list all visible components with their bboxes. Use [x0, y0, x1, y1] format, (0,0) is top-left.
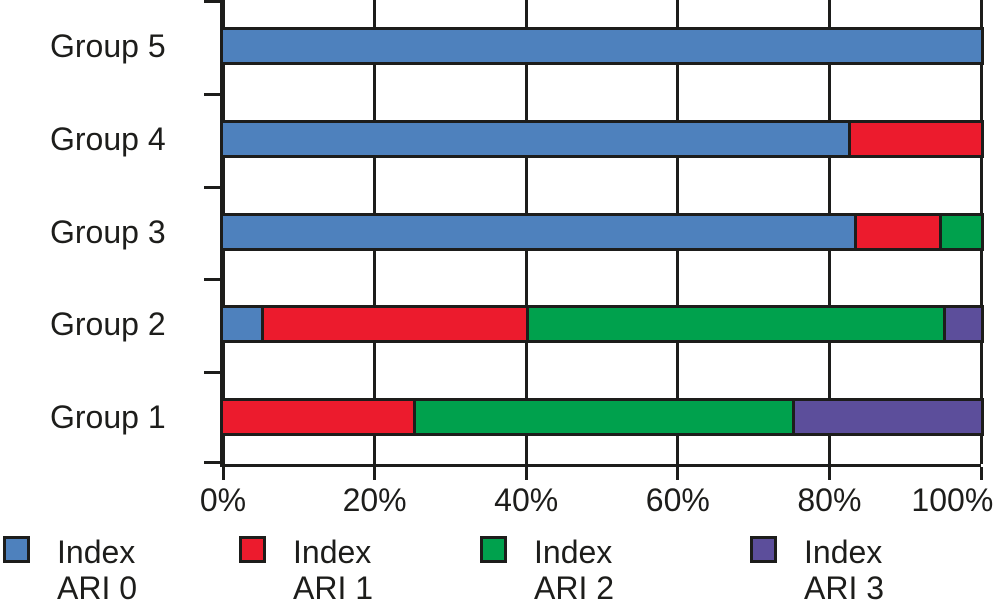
y-axis-tick	[204, 278, 220, 282]
bar-segment-index-ari-1	[260, 308, 527, 341]
y-axis-tick	[204, 371, 220, 375]
bar-row-group-4	[220, 93, 984, 186]
legend-item-ari-1: Index ARI 1	[239, 534, 373, 600]
y-axis-tick	[204, 0, 220, 3]
x-axis-tick-100%	[979, 467, 983, 480]
group-label-group-4: Group 4	[50, 120, 166, 157]
y-axis-tick	[204, 461, 220, 464]
legend-label-line2: ARI 2	[534, 570, 615, 600]
legend-swatch-index-ari-1-icon	[239, 536, 266, 563]
x-axis-tick-20%	[373, 467, 377, 480]
stacked-bar-group-1	[220, 398, 984, 437]
bar-segment-index-ari-0	[223, 122, 848, 155]
bar-row-group-5	[220, 0, 984, 93]
legend-label: Index ARI 1	[293, 534, 373, 600]
bar-segment-index-ari-0	[223, 30, 981, 62]
stacked-bar-group-4	[220, 119, 984, 158]
x-axis-tick-0%	[221, 467, 225, 480]
bar-segment-index-ari-0	[223, 215, 855, 248]
x-tick-label: 60%	[645, 482, 710, 518]
y-axis-tick	[204, 185, 220, 189]
legend-item-ari-2: Index ARI 2	[480, 534, 614, 600]
group-label-group-3: Group 3	[50, 213, 166, 250]
x-axis-tick-40%	[524, 467, 528, 480]
group-label-group-5: Group 5	[50, 28, 166, 64]
bar-row-group-3	[220, 186, 984, 279]
legend-label: Index ARI 2	[534, 534, 614, 600]
legend-item-ari-3: Index ARI 3	[750, 534, 884, 600]
x-tick-label: 20%	[342, 482, 407, 518]
bar-row-group-2	[220, 278, 984, 371]
bar-segment-index-ari-2	[526, 308, 944, 341]
legend-swatch-index-ari-2-icon	[480, 536, 507, 563]
legend-label-line2: ARI 3	[804, 570, 885, 600]
x-axis-tick-60%	[676, 467, 680, 480]
legend-swatch-index-ari-3-icon	[750, 536, 777, 563]
y-axis-tick	[204, 92, 220, 96]
bar-segment-index-ari-3	[791, 401, 981, 434]
x-tick-label: 40%	[494, 482, 559, 518]
bar-segment-index-ari-1	[854, 215, 939, 248]
x-tick-label: 80%	[797, 482, 862, 518]
legend-label: Index ARI 3	[804, 534, 884, 600]
legend-label-line1: Index	[534, 534, 613, 570]
bar-segment-index-ari-2	[938, 215, 981, 248]
bar-segment-index-ari-3	[943, 308, 981, 341]
x-tick-label: 0%	[199, 482, 247, 518]
x-axis-tick-80%	[827, 467, 831, 480]
legend-label-line2: ARI 1	[293, 570, 374, 600]
bar-row-group-1	[220, 371, 984, 464]
legend-label-line1: Index	[804, 534, 883, 570]
x-tick-label: 100%	[911, 482, 994, 518]
stacked-bar-group-2	[220, 305, 984, 344]
group-label-group-1: Group 1	[50, 399, 166, 436]
legend-label: Index ARI 0	[57, 534, 137, 600]
bar-segment-index-ari-1	[847, 122, 981, 155]
legend-label-line2: ARI 0	[57, 570, 138, 600]
legend-swatch-index-ari-0-icon	[3, 536, 30, 563]
legend-item-ari-0: Index ARI 0	[3, 534, 137, 600]
plot-area	[204, 0, 984, 480]
legend-label-line1: Index	[293, 534, 372, 570]
bar-segment-index-ari-1	[223, 401, 413, 434]
stacked-bar-group-3	[220, 212, 984, 251]
stacked-bar-group-5	[220, 27, 984, 65]
legend-label-line1: Index	[57, 534, 136, 570]
bar-segment-index-ari-0	[223, 308, 261, 341]
group-label-group-2: Group 2	[50, 306, 166, 343]
bar-segment-index-ari-2	[412, 401, 792, 434]
